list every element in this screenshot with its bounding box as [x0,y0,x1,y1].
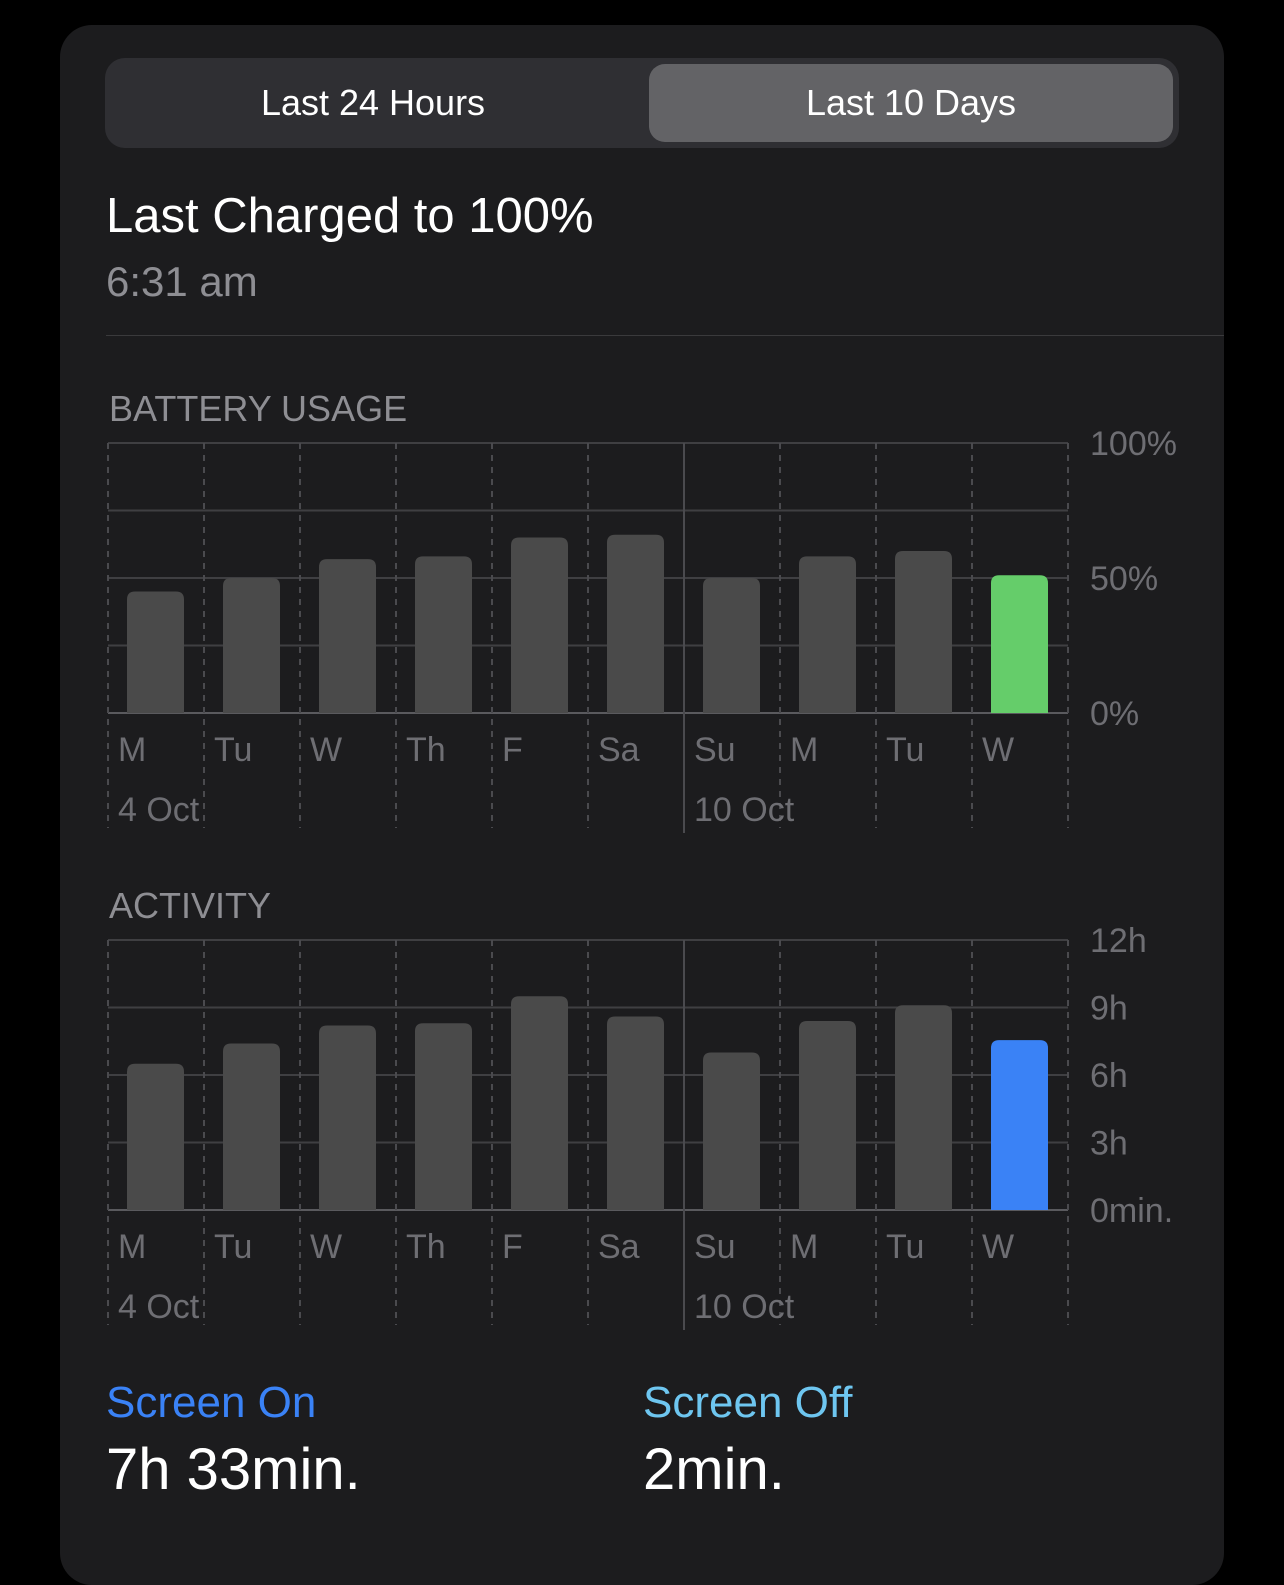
y-tick-label: 50% [1090,560,1158,598]
y-tick-label: 3h [1090,1125,1128,1163]
day-label: Su [694,1228,736,1266]
bar-th [415,556,472,713]
tab-last-24-hours[interactable]: Last 24 Hours [260,82,486,123]
bar-w [319,559,376,713]
screen-off-value: 2min. [643,1437,785,1502]
bar-w [991,575,1048,713]
day-label: Su [694,731,736,769]
bar-w [991,1040,1048,1210]
activity-heading: ACTIVITY [109,885,272,926]
screen-off-label: Screen Off [643,1378,853,1427]
day-label: W [310,731,342,769]
day-label: Tu [886,731,924,769]
bar-tu [895,551,952,713]
date-label: 4 Oct [118,791,200,829]
day-label: M [790,1228,818,1266]
y-tick-label: 0% [1090,695,1139,733]
bar-m [127,1063,184,1210]
day-label: Tu [214,1228,252,1266]
day-label: W [982,731,1014,769]
date-label: 10 Oct [694,1288,795,1326]
bar-m [127,591,184,713]
y-tick-label: 6h [1090,1057,1128,1095]
divider [106,335,1224,336]
screen-on-label: Screen On [106,1378,317,1427]
day-label: Th [406,731,446,769]
activity-chart: M Tu W Th F Sa Su M Tu W 4 Oct 10 Oct 12h 9h 6h 3h 0min. [107,927,1173,1330]
day-label: W [310,1228,342,1266]
day-label: W [982,1228,1014,1266]
bar-tu [223,1043,280,1210]
y-tick-label: 100% [1090,430,1177,463]
day-label: Sa [598,731,640,769]
tab-last-10-days[interactable]: Last 10 Days [649,64,1173,142]
day-label: M [118,1228,146,1266]
bar-tu [895,1005,952,1210]
bar-m [799,1021,856,1210]
day-label: Th [406,1228,446,1266]
bar-sa [607,534,664,713]
y-tick-label: 12h [1090,927,1147,960]
screen-on-value: 7h 33min. [106,1437,361,1502]
date-label: 4 Oct [118,1288,200,1326]
bar-tu [223,578,280,713]
battery-usage-heading: BATTERY USAGE [109,388,408,429]
day-label: F [502,1228,523,1266]
day-label: Sa [598,1228,640,1266]
battery-usage-chart: M Tu W Th F Sa Su M Tu W 4 Oct 10 Oct 100% 50% 0% [107,430,1177,833]
bar-su [703,578,760,713]
battery-card [60,25,1224,1585]
bar-m [799,556,856,713]
bar-f [511,996,568,1210]
day-label: Tu [214,731,252,769]
time-range-segmented-control: Last 24 Hours Last 10 Days [105,58,1179,148]
y-tick-label: 0min. [1090,1192,1173,1230]
date-label: 10 Oct [694,791,795,829]
bar-f [511,537,568,713]
last-charged-time: 6:31 am [106,258,258,305]
bar-th [415,1023,472,1210]
last-charged-title: Last Charged to 100% [106,189,594,243]
day-label: M [790,731,818,769]
y-tick-label: 9h [1090,990,1128,1028]
bar-w [319,1025,376,1210]
bar-su [703,1052,760,1210]
day-label: M [118,731,146,769]
day-label: Tu [886,1228,924,1266]
bar-sa [607,1016,664,1210]
day-label: F [502,731,523,769]
